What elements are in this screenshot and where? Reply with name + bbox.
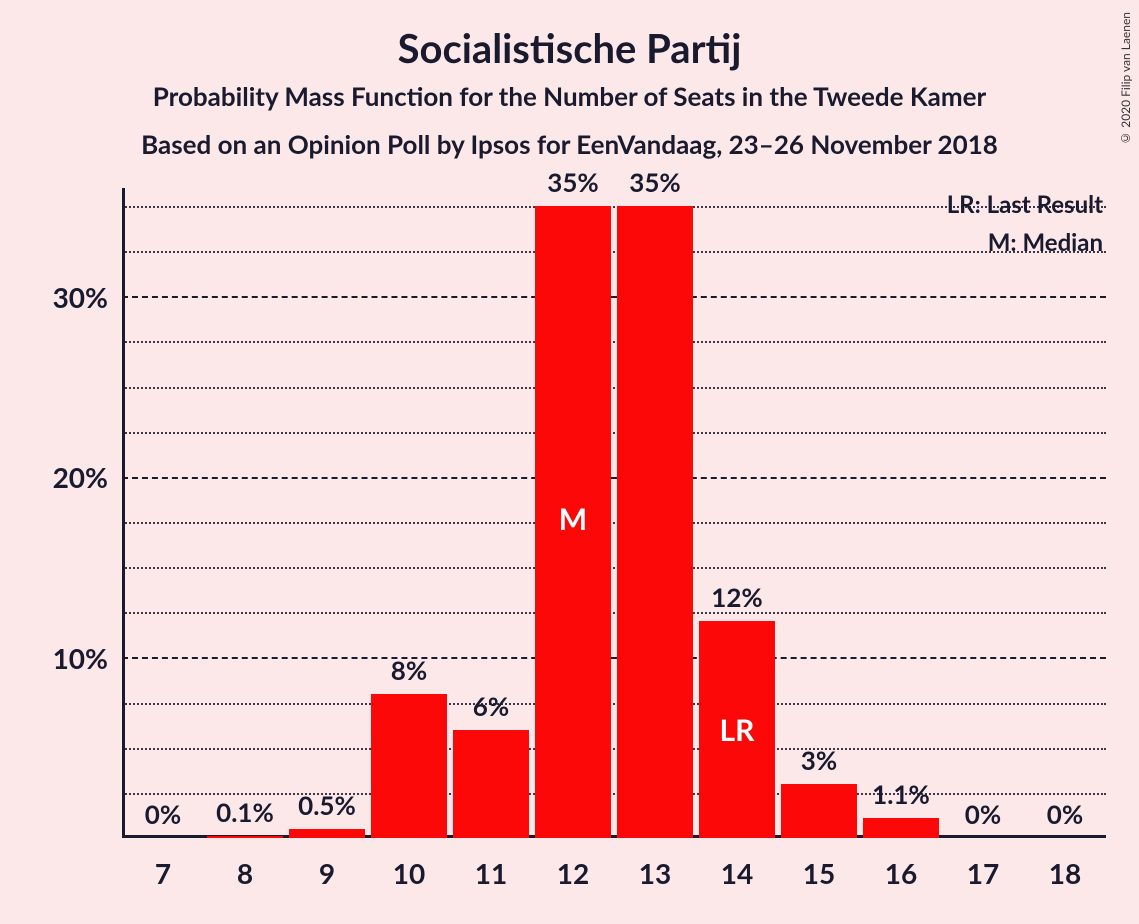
- bar: [371, 694, 446, 838]
- y-tick-label: 10%: [8, 641, 108, 675]
- y-tick-label: 30%: [8, 280, 108, 314]
- grid-major: [122, 296, 1106, 298]
- bar-value-label: 1.1%: [860, 778, 942, 810]
- copyright-text: © 2020 Filip van Laenen: [1118, 12, 1133, 146]
- bar: [207, 836, 282, 838]
- chart-title: Socialistische Partij: [0, 24, 1139, 72]
- grid-major: [122, 477, 1106, 479]
- grid-minor: [122, 522, 1106, 524]
- bar-marker: M: [535, 501, 610, 537]
- grid-minor: [122, 748, 1106, 750]
- grid-minor: [122, 387, 1106, 389]
- chart-subtitle-2: Based on an Opinion Poll by Ipsos for Ee…: [0, 128, 1139, 160]
- x-tick-label: 17: [942, 856, 1024, 890]
- x-tick-label: 12: [532, 856, 614, 890]
- bar-marker: LR: [699, 712, 774, 748]
- grid-minor: [122, 703, 1106, 705]
- legend-m: M: Median: [988, 228, 1103, 257]
- bar-value-label: 6%: [450, 690, 532, 722]
- grid-minor: [122, 567, 1106, 569]
- grid-minor: [122, 612, 1106, 614]
- chart-subtitle-1: Probability Mass Function for the Number…: [0, 80, 1139, 112]
- x-tick-label: 14: [696, 856, 778, 890]
- x-tick-label: 13: [614, 856, 696, 890]
- bar-value-label: 8%: [368, 654, 450, 686]
- bar: [781, 784, 856, 838]
- grid-minor: [122, 793, 1106, 795]
- x-tick-label: 18: [1024, 856, 1106, 890]
- bar-value-label: 35%: [532, 166, 614, 198]
- grid-minor: [122, 341, 1106, 343]
- bar-value-label: 0.5%: [286, 789, 368, 821]
- legend-lr: LR: Last Result: [947, 190, 1103, 219]
- x-tick-label: 15: [778, 856, 860, 890]
- bar-value-label: 35%: [614, 166, 696, 198]
- bar: [617, 206, 692, 838]
- x-tick-label: 16: [860, 856, 942, 890]
- x-tick-label: 10: [368, 856, 450, 890]
- grid-major: [122, 657, 1106, 659]
- bar-value-label: 0.1%: [204, 796, 286, 828]
- grid-minor: [122, 432, 1106, 434]
- y-tick-label: 20%: [8, 460, 108, 494]
- x-tick-label: 9: [286, 856, 368, 890]
- bar: [289, 829, 364, 838]
- y-axis-line: [122, 188, 125, 838]
- x-tick-label: 7: [122, 856, 204, 890]
- bar-value-label: 12%: [696, 581, 778, 613]
- bar-value-label: 0%: [1024, 798, 1106, 830]
- x-tick-label: 11: [450, 856, 532, 890]
- plot-area: 10%20%30%0%70.1%80.5%98%106%1135%1235%13…: [122, 188, 1106, 838]
- bar-value-label: 0%: [122, 798, 204, 830]
- bar: [453, 730, 528, 838]
- bar: [863, 818, 938, 838]
- bar-value-label: 3%: [778, 744, 860, 776]
- grid-minor: [122, 251, 1106, 253]
- x-tick-label: 8: [204, 856, 286, 890]
- bar-value-label: 0%: [942, 798, 1024, 830]
